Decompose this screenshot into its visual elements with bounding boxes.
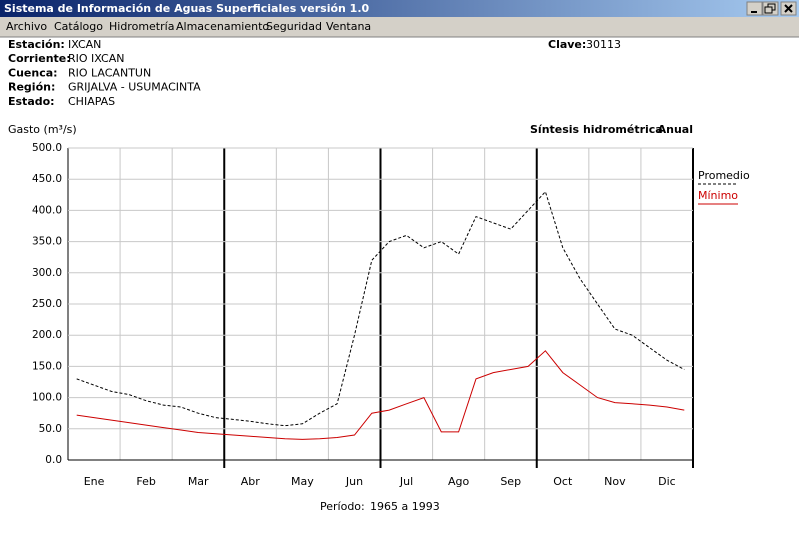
- menu-bar: [0, 17, 799, 37]
- clave-label: Clave:: [548, 38, 586, 51]
- x-tick-label: Feb: [136, 475, 155, 488]
- y-tick-label: 400.0: [32, 204, 62, 216]
- chart-subtitle: Anual: [658, 123, 693, 136]
- info-value: CHIAPAS: [68, 95, 115, 108]
- y-tick-label: 350.0: [32, 236, 62, 248]
- x-tick-label: Abr: [241, 475, 261, 488]
- y-tick-label: 450.0: [32, 173, 62, 185]
- menu-item[interactable]: Almacenamiento: [176, 20, 269, 33]
- menu-item[interactable]: Hidrometría: [109, 20, 174, 33]
- x-tick-label: May: [291, 475, 314, 488]
- menu-item[interactable]: Seguridad: [266, 20, 322, 33]
- info-value: IXCAN: [68, 38, 101, 51]
- y-tick-label: 200.0: [32, 329, 62, 341]
- x-tick-label: Oct: [553, 475, 573, 488]
- y-tick-label: 100.0: [32, 392, 62, 404]
- series-line: [76, 350, 685, 440]
- footer-label: Período:: [320, 500, 365, 513]
- x-tick-label: Jun: [345, 475, 363, 488]
- x-tick-label: Jul: [399, 475, 413, 488]
- clave-value: 30113: [586, 38, 621, 51]
- close-icon: [784, 4, 793, 13]
- series-line: [76, 190, 685, 427]
- info-label: Corriente:: [8, 52, 71, 65]
- window-title: Sistema de Información de Aguas Superfic…: [4, 2, 370, 15]
- info-label: Estación:: [8, 38, 65, 51]
- y-tick-label: 500.0: [32, 142, 62, 154]
- minimize-button[interactable]: [746, 1, 763, 16]
- footer-value: 1965 a 1993: [370, 500, 440, 513]
- info-value: RIO IXCAN: [68, 52, 124, 65]
- window-buttons[interactable]: [746, 1, 797, 16]
- legend-label: Promedio: [698, 169, 750, 182]
- menu-item[interactable]: Archivo: [6, 20, 47, 33]
- y-tick-label: 250.0: [32, 298, 62, 310]
- x-tick-label: Mar: [188, 475, 209, 488]
- menu-item[interactable]: Catálogo: [54, 20, 103, 33]
- x-tick-label: Sep: [500, 475, 521, 488]
- info-label: Estado:: [8, 95, 55, 108]
- info-value: RIO LACANTUN: [68, 66, 151, 79]
- x-tick-label: Nov: [604, 475, 626, 488]
- restore-icon: [764, 6, 773, 14]
- chart-title: Síntesis hidrométrica: [530, 123, 663, 136]
- info-label: Cuenca:: [8, 66, 58, 79]
- y-tick-label: 300.0: [32, 267, 62, 279]
- x-tick-label: Ago: [448, 475, 470, 488]
- info-label: Región:: [8, 81, 55, 94]
- x-tick-label: Ene: [84, 475, 105, 488]
- legend-label: Mínimo: [698, 189, 738, 202]
- menu-item[interactable]: Ventana: [326, 20, 371, 33]
- info-value: GRIJALVA - USUMACINTA: [68, 81, 201, 94]
- y-tick-label: 0.0: [45, 454, 62, 466]
- y-axis-label: Gasto (m³/s): [8, 123, 77, 136]
- x-tick-label: Dic: [658, 475, 676, 488]
- y-tick-label: 50.0: [39, 423, 62, 435]
- y-tick-label: 150.0: [32, 360, 62, 372]
- title-bar: [0, 0, 799, 17]
